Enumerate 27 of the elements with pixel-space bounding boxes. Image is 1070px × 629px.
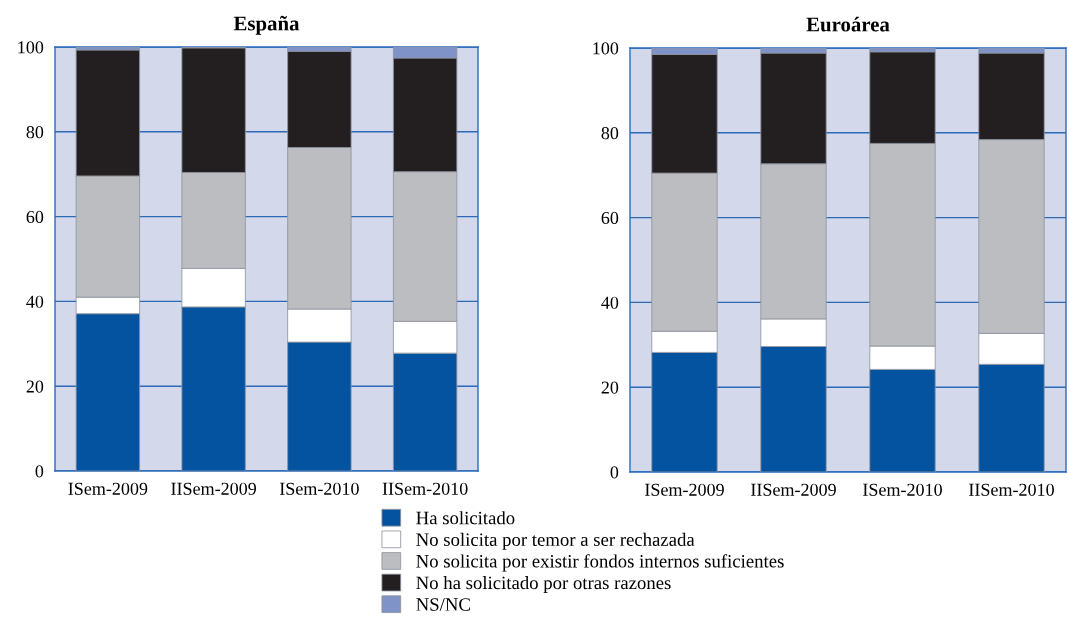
y-tick-label: 60	[26, 210, 44, 224]
y-tick-label: 20	[601, 381, 619, 394]
x-tick-label: IISem-2010	[969, 483, 1054, 496]
x-tick-label: IISem-2009	[171, 482, 257, 495]
legend-label: No solicita por existir fondos internos suficientes	[416, 554, 784, 572]
x-tick-label: ISem-2010	[863, 483, 942, 496]
y-tick-label: 60	[601, 211, 619, 225]
chart-title: Euroárea	[806, 16, 890, 32]
legend-label: Ha solicitado	[416, 511, 515, 525]
legend-label: No ha solicitado por otras razones	[416, 575, 671, 593]
y-tick-label: 100	[593, 42, 619, 55]
legend-label: No solicita por temor a ser rechazada	[416, 532, 695, 550]
x-tick-label: IISem-2010	[382, 482, 468, 495]
x-tick-label: ISem-2009	[68, 482, 148, 495]
y-tick-label: 80	[26, 126, 44, 139]
x-tick-label: ISem-2010	[279, 482, 359, 495]
y-tick-label: 0	[610, 466, 619, 479]
x-tick-label: ISem-2009	[645, 483, 724, 496]
legend-label: NS/NC	[416, 598, 470, 611]
y-tick-label: 40	[601, 296, 619, 309]
y-tick-label: 0	[35, 465, 44, 478]
y-tick-label: 100	[18, 41, 44, 54]
x-tick-label: IISem-2009	[751, 483, 836, 496]
y-tick-label: 40	[26, 295, 44, 308]
y-tick-label: 80	[601, 127, 619, 140]
chart-title: España	[233, 15, 300, 35]
y-tick-label: 20	[26, 380, 44, 393]
